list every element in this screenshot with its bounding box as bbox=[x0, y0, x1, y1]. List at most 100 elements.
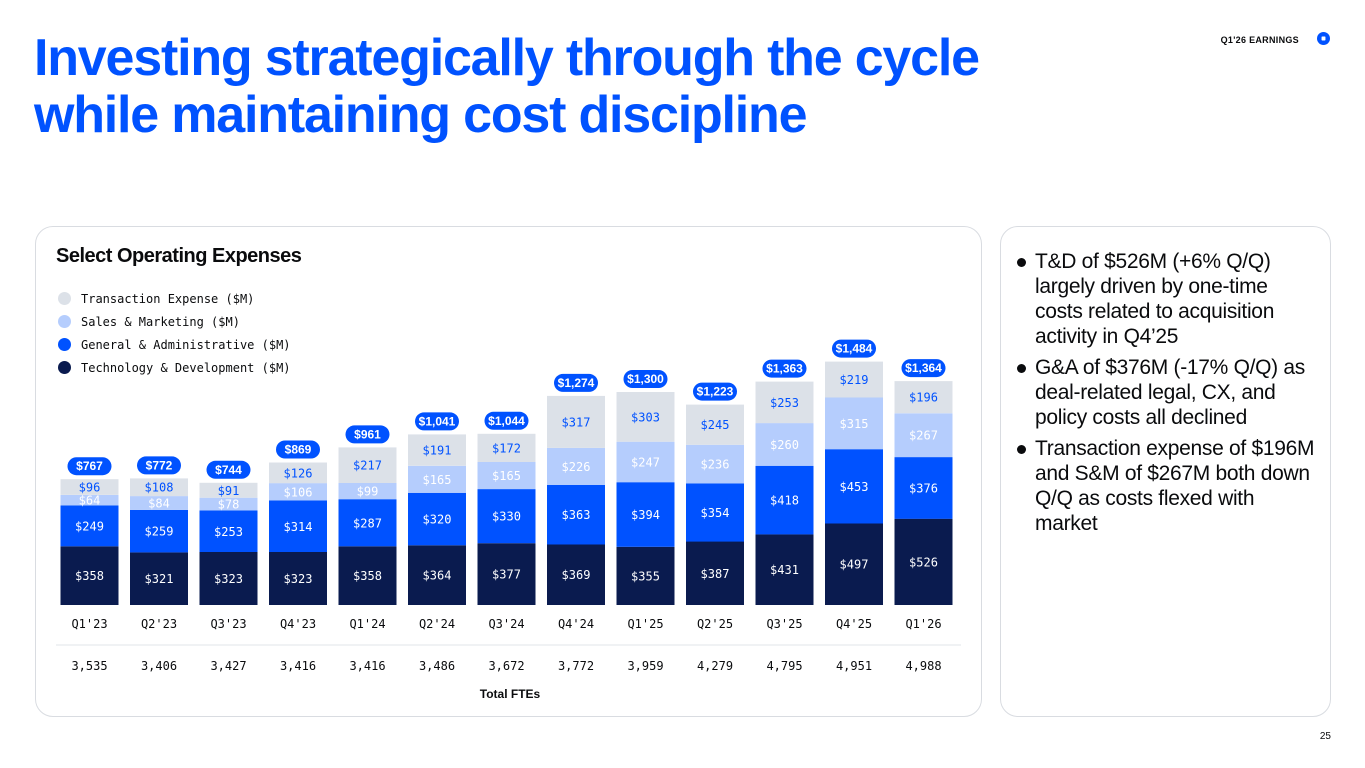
bar-segment-general-admin bbox=[269, 500, 327, 552]
bar-segment-transaction bbox=[199, 482, 258, 498]
value-label-transaction: $126 bbox=[284, 466, 313, 480]
value-label-general-admin: $354 bbox=[701, 506, 730, 520]
total-label: $744 bbox=[215, 463, 242, 477]
x-tick-label: Q2'23 bbox=[141, 617, 177, 631]
value-label-tech-dev: $364 bbox=[423, 569, 452, 583]
x-tick-label: Q1'26 bbox=[905, 617, 941, 631]
bar-segment-transaction bbox=[60, 479, 119, 495]
commentary-item: G&A of $376M (-17% Q/Q) as deal-related … bbox=[1017, 355, 1317, 430]
bullet-icon bbox=[1017, 445, 1026, 454]
bar-segment-sales-marketing bbox=[408, 465, 466, 493]
bar-segment-general-admin bbox=[686, 483, 744, 542]
bar-segment-tech-dev bbox=[269, 552, 327, 605]
bar-segment-transaction bbox=[894, 381, 953, 414]
bar-segment-sales-marketing bbox=[338, 483, 397, 500]
x-tick-label: Q3'23 bbox=[210, 617, 246, 631]
total-pill bbox=[206, 460, 251, 479]
bar-segment-sales-marketing bbox=[825, 397, 883, 450]
value-label-sales-marketing: $226 bbox=[562, 460, 591, 474]
value-label-general-admin: $418 bbox=[770, 494, 799, 508]
page-title: Investing strategically through the cycl… bbox=[34, 30, 1014, 144]
fte-value: 3,959 bbox=[627, 659, 663, 673]
value-label-general-admin: $249 bbox=[75, 519, 104, 533]
value-label-sales-marketing: $64 bbox=[79, 494, 101, 508]
fte-value: 4,795 bbox=[766, 659, 802, 673]
fte-axis-title: Total FTEs bbox=[480, 687, 541, 701]
value-label-general-admin: $394 bbox=[631, 508, 660, 522]
bar-segment-sales-marketing bbox=[616, 441, 675, 483]
fte-value: 3,427 bbox=[210, 659, 246, 673]
bar-segment-transaction bbox=[408, 434, 466, 466]
bar-segment-sales-marketing bbox=[547, 447, 605, 485]
fte-value: 4,988 bbox=[905, 659, 941, 673]
fte-value: 4,951 bbox=[836, 659, 872, 673]
total-pill bbox=[554, 373, 598, 392]
total-pill bbox=[137, 456, 181, 475]
bar-segment-transaction bbox=[130, 478, 188, 497]
value-label-tech-dev: $355 bbox=[631, 569, 660, 583]
value-label-sales-marketing: $247 bbox=[631, 455, 660, 469]
bar-segment-transaction bbox=[755, 381, 814, 424]
fte-value: 3,416 bbox=[280, 659, 316, 673]
value-label-transaction: $91 bbox=[218, 484, 240, 498]
bar-segment-general-admin bbox=[616, 482, 675, 547]
bar-segment-tech-dev bbox=[547, 544, 605, 605]
total-pill bbox=[276, 440, 320, 459]
value-label-tech-dev: $377 bbox=[492, 568, 521, 582]
bullet-icon bbox=[1017, 258, 1026, 267]
value-label-general-admin: $376 bbox=[909, 481, 938, 495]
commentary-text: G&A of $376M (-17% Q/Q) as deal-related … bbox=[1035, 356, 1305, 429]
x-tick-label: Q3'25 bbox=[766, 617, 802, 631]
value-label-general-admin: $259 bbox=[145, 525, 174, 539]
bar-segment-tech-dev bbox=[408, 545, 466, 605]
total-label: $1,363 bbox=[766, 362, 803, 376]
value-label-sales-marketing: $106 bbox=[284, 485, 313, 499]
bar-segment-sales-marketing bbox=[686, 444, 744, 484]
bar-segment-sales-marketing bbox=[130, 496, 188, 510]
value-label-tech-dev: $387 bbox=[701, 567, 730, 581]
bar-segment-general-admin bbox=[338, 499, 397, 547]
value-label-transaction: $217 bbox=[353, 459, 382, 473]
total-pill bbox=[693, 382, 737, 401]
total-pill bbox=[484, 411, 529, 430]
bar-segment-tech-dev bbox=[130, 552, 188, 605]
legend-swatch bbox=[58, 338, 71, 351]
commentary-card: T&D of $526M (+6% Q/Q) largely driven by… bbox=[1000, 226, 1331, 717]
value-label-sales-marketing: $99 bbox=[357, 485, 379, 499]
value-label-tech-dev: $526 bbox=[909, 555, 938, 569]
x-tick-label: Q2'24 bbox=[419, 617, 455, 631]
bar-segment-sales-marketing bbox=[477, 462, 536, 490]
bar-segment-transaction bbox=[338, 447, 397, 483]
bar-segment-general-admin bbox=[894, 457, 953, 519]
bar-segment-transaction bbox=[616, 392, 675, 442]
bar-segment-tech-dev bbox=[477, 543, 536, 605]
bar-segment-transaction bbox=[269, 462, 327, 484]
value-label-transaction: $191 bbox=[423, 444, 452, 458]
x-tick-label: Q4'25 bbox=[836, 617, 872, 631]
value-label-tech-dev: $497 bbox=[840, 558, 869, 572]
bar-segment-tech-dev bbox=[755, 534, 814, 605]
value-label-general-admin: $453 bbox=[840, 480, 869, 494]
x-tick-label: Q2'25 bbox=[697, 617, 733, 631]
legend-item-general-admin: General & Administrative ($M) bbox=[58, 333, 291, 356]
value-label-transaction: $108 bbox=[145, 481, 174, 495]
value-label-sales-marketing: $260 bbox=[770, 438, 799, 452]
bar-segment-general-admin bbox=[547, 485, 605, 545]
total-pill bbox=[415, 412, 459, 431]
total-label: $772 bbox=[146, 458, 173, 472]
total-label: $1,364 bbox=[905, 361, 942, 375]
value-label-transaction: $303 bbox=[631, 410, 660, 424]
value-label-tech-dev: $323 bbox=[214, 572, 243, 586]
total-pill bbox=[623, 370, 668, 388]
commentary-text: Transaction expense of $196M and S&M of … bbox=[1035, 437, 1315, 535]
earnings-tag: Q1'26 EARNINGS bbox=[1220, 35, 1299, 45]
value-label-tech-dev: $358 bbox=[353, 569, 382, 583]
x-tick-label: Q1'23 bbox=[71, 617, 107, 631]
coinbase-logo-icon bbox=[1317, 32, 1330, 45]
value-label-general-admin: $253 bbox=[214, 525, 243, 539]
total-label: $961 bbox=[354, 427, 381, 441]
title-line-2: while maintaining cost discipline bbox=[34, 86, 808, 144]
bar-segment-transaction bbox=[477, 433, 536, 462]
total-label: $1,041 bbox=[419, 414, 456, 428]
total-label: $1,274 bbox=[558, 376, 595, 390]
